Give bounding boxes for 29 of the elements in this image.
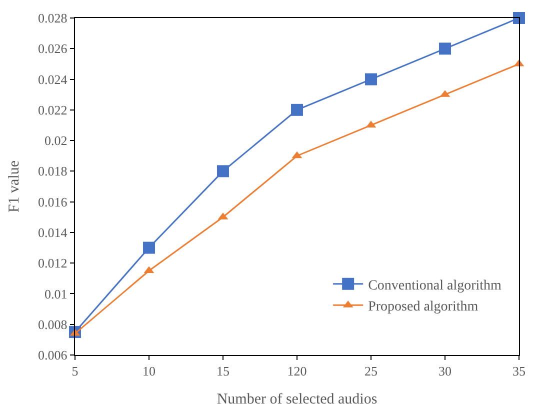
x-tick-label: 30 (438, 364, 452, 379)
y-tick-label: 0.012 (38, 256, 68, 271)
legend-label: Proposed algorithm (368, 300, 478, 315)
point (143, 242, 155, 254)
point (217, 165, 229, 178)
point (439, 42, 451, 55)
y-tick-label: 0.014 (38, 225, 68, 240)
x-tick-label: 15 (216, 364, 230, 379)
x-tick-label: 35 (512, 364, 526, 379)
y-tick-label: 0.008 (38, 316, 68, 332)
point (291, 104, 303, 116)
x-tick-label: 10 (142, 364, 156, 379)
y-tick-label: 0.024 (38, 72, 68, 87)
x-tick-label: 120 (287, 364, 307, 379)
y-tick-label: 0.006 (38, 348, 68, 363)
x-axis-title: Number of selected audios (216, 392, 378, 408)
y-tick-label: 0.022 (38, 102, 68, 118)
legend-label: Conventional algorithm (368, 278, 502, 294)
y-tick-label: 0.018 (38, 164, 68, 179)
point (513, 12, 525, 24)
y-tick-label: 0.028 (38, 10, 68, 26)
point (365, 73, 377, 86)
x-tick-label: 5 (72, 364, 78, 379)
y-tick-label: 0.026 (38, 41, 68, 56)
x-tick-label: 25 (364, 364, 378, 379)
y-tick-label: 0.02 (44, 133, 68, 148)
y-axis-title: F1 value (6, 160, 22, 213)
y-tick-label: 0.01 (44, 286, 68, 302)
y-tick-label: 0.016 (38, 194, 68, 210)
